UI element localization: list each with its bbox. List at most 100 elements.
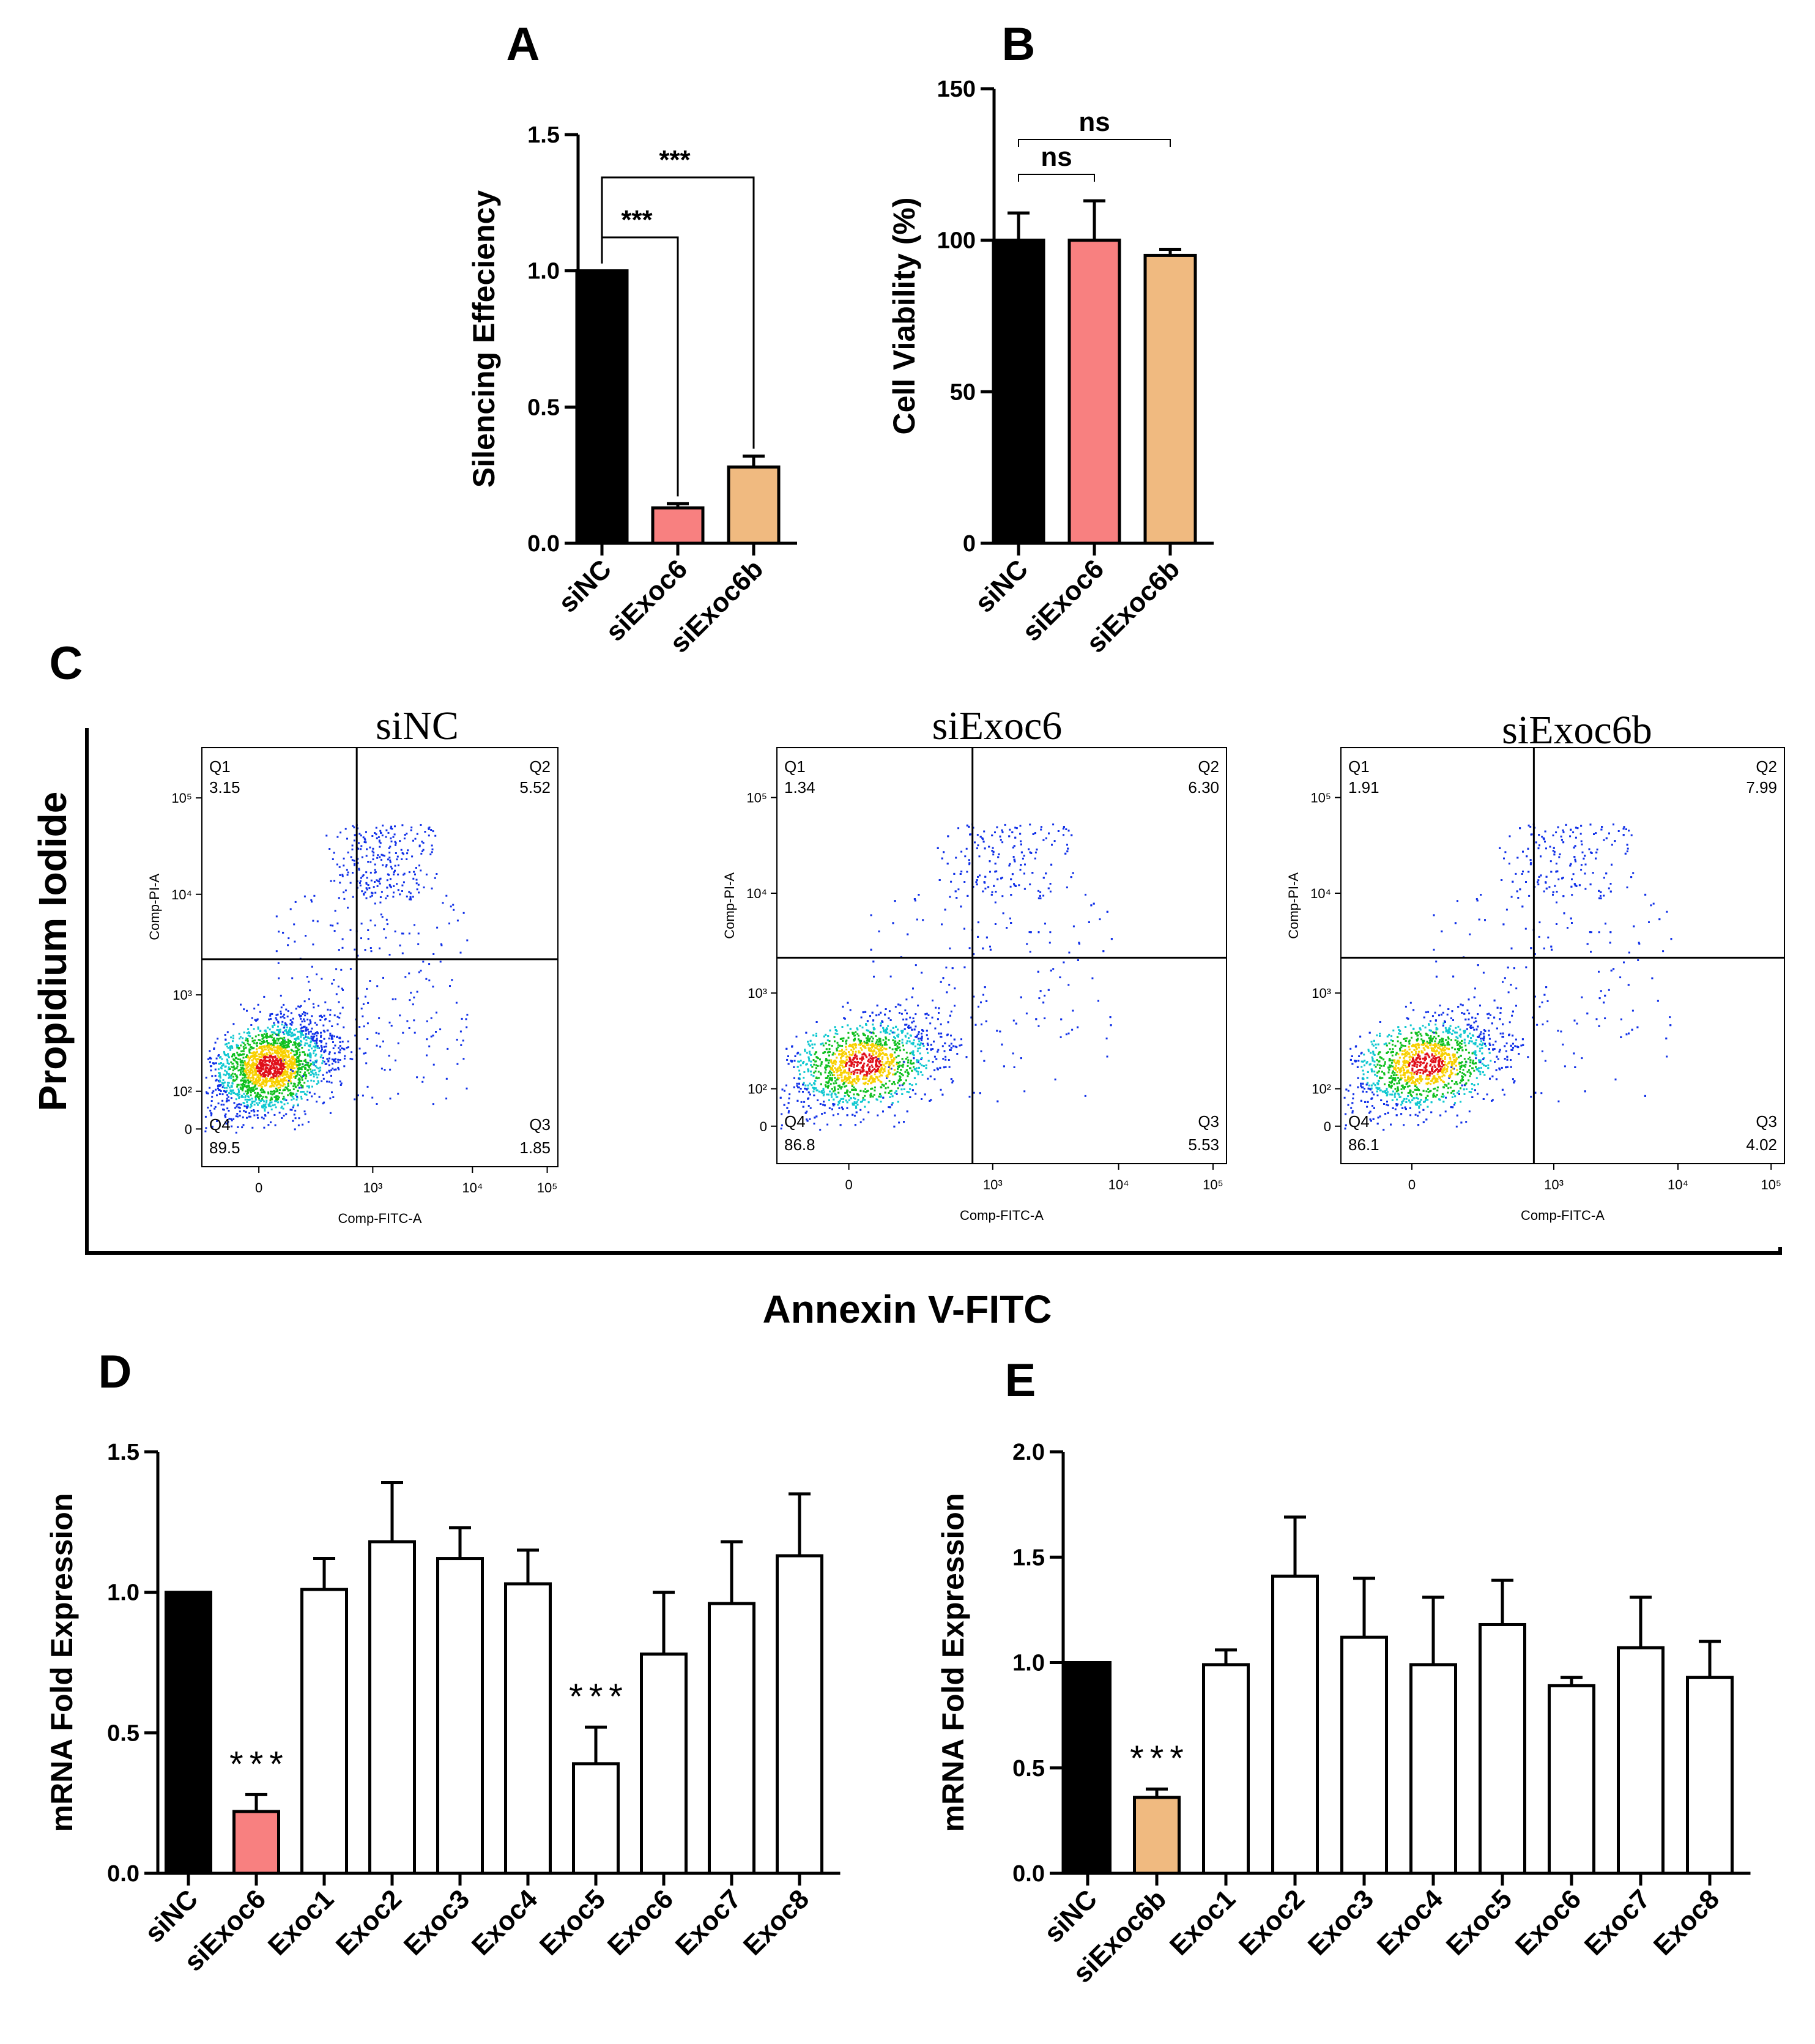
y-tick-label: 0.0 xyxy=(107,1861,139,1887)
flow-y-tick-label: 10⁴ xyxy=(1310,886,1331,901)
bar-Exoc6 xyxy=(1548,1684,1595,1875)
flow-plot-y-label: Comp-PI-A xyxy=(722,872,737,939)
flow-x-tick-label: 0 xyxy=(255,1180,262,1195)
bar-Exoc1 xyxy=(300,1588,348,1875)
y-tick-label: 0.0 xyxy=(527,531,560,557)
panel-label-C: C xyxy=(50,637,83,689)
flow-plot-x-label: Comp-FITC-A xyxy=(338,1211,422,1226)
significance-label: ns xyxy=(1078,107,1110,137)
flow-plot-title: siExoc6 xyxy=(932,704,1063,748)
bar-siExoc6b xyxy=(1133,1796,1181,1875)
significance-bracket xyxy=(1018,139,1171,147)
bar-Exoc5 xyxy=(1479,1622,1526,1875)
quadrant-q2-name: Q2 xyxy=(1198,757,1219,776)
quadrant-q1-name: Q1 xyxy=(1348,757,1370,776)
panel-label-D: D xyxy=(98,1346,132,1398)
panel-label-A: A xyxy=(507,18,540,70)
flow-y-tick-label: 10⁴ xyxy=(746,886,767,901)
flow-x-tick-label: 10⁴ xyxy=(1668,1177,1688,1192)
y-tick-label: 1.5 xyxy=(107,1440,139,1465)
quadrant-q2-name: Q2 xyxy=(1756,757,1777,776)
bar-Exoc6 xyxy=(640,1652,688,1875)
y-tick-label: 1.5 xyxy=(527,122,560,148)
flow-plot-title: siNC xyxy=(376,704,459,748)
flow-y-tick-label: 10² xyxy=(1312,1082,1331,1097)
flow-x-tick-label: 10⁴ xyxy=(1108,1177,1129,1192)
bar-siNC xyxy=(992,239,1045,545)
flow-y-tick-label: 0 xyxy=(185,1121,192,1137)
flow-x-tick-label: 10⁵ xyxy=(1761,1177,1781,1192)
significance-label: *** xyxy=(621,205,653,235)
y-tick-label: 1.0 xyxy=(1012,1651,1045,1676)
quadrant-q4-name: Q4 xyxy=(1348,1112,1370,1131)
significance-stars: *** xyxy=(229,1744,289,1784)
bar-Exoc2 xyxy=(368,1540,416,1875)
quadrant-q4-name: Q4 xyxy=(784,1112,806,1131)
y-axis-label: Cell Viability (%) xyxy=(887,197,921,434)
y-tick-label: 0.5 xyxy=(1012,1756,1045,1782)
y-axis-label: mRNA Fold Expression xyxy=(936,1493,970,1832)
flow-y-tick-label: 10³ xyxy=(1312,986,1331,1001)
significance-stars: *** xyxy=(1130,1739,1190,1778)
bar-Exoc7 xyxy=(708,1602,755,1875)
flow-y-tick-label: 10⁵ xyxy=(1310,790,1331,806)
flow-plot-siNC: siNC Q1 3.15 Q2 5.52 Q3 1.85 Q4 89.5 0 10² 10³ 10⁴ 10… xyxy=(147,704,559,1226)
flow-plot-frame xyxy=(776,747,1227,1164)
flow-y-tick-label: 10³ xyxy=(748,986,767,1001)
quadrant-q1-value: 1.91 xyxy=(1348,778,1379,797)
flow-scatter-points xyxy=(204,824,469,1134)
flow-y-axis-label: Propidium Iodide xyxy=(31,792,75,1112)
quadrant-q3-name: Q3 xyxy=(1198,1112,1219,1131)
quadrant-q1-value: 3.15 xyxy=(209,778,240,797)
quadrant-q2-value: 6.30 xyxy=(1188,778,1219,797)
bar-Exoc8 xyxy=(1686,1676,1734,1875)
bar-siNC xyxy=(575,269,629,545)
quadrant-q4-value: 86.8 xyxy=(784,1135,815,1154)
quadrant-q3-value: 5.53 xyxy=(1188,1135,1219,1154)
y-tick-label: 1.5 xyxy=(1012,1545,1045,1570)
flow-y-tick-label: 10⁵ xyxy=(171,790,192,806)
flow-plot-siExoc6: siExoc6 Q1 1.34 Q2 6.30 Q3 5.53 Q4 86.8 0 10² 10³ 10… xyxy=(722,704,1227,1223)
flow-x-axis-label: Annexin V-FITC xyxy=(763,1287,1052,1331)
flow-x-tick-label: 10³ xyxy=(1544,1177,1564,1192)
significance-bracket xyxy=(1018,174,1095,182)
bar-Exoc3 xyxy=(436,1557,484,1875)
quadrant-q4-name: Q4 xyxy=(209,1115,231,1134)
quadrant-q3-value: 1.85 xyxy=(519,1139,551,1157)
flow-x-tick-label: 0 xyxy=(1408,1177,1416,1192)
bar-siExoc6 xyxy=(651,506,705,545)
flow-x-tick-label: 10³ xyxy=(983,1177,1003,1192)
bar-siNC xyxy=(1064,1661,1112,1875)
flow-x-tick-label: 0 xyxy=(845,1177,852,1192)
y-axis-label: Silencing Effeciency xyxy=(467,190,501,488)
flow-plot-x-label: Comp-FITC-A xyxy=(960,1208,1044,1223)
quadrant-q2-name: Q2 xyxy=(529,757,551,776)
y-tick-label: 150 xyxy=(937,76,976,102)
bar-Exoc4 xyxy=(1409,1663,1457,1875)
flow-plot-frame xyxy=(1340,747,1785,1164)
panel-label-E: E xyxy=(1005,1355,1036,1407)
bar-siExoc6 xyxy=(232,1810,280,1875)
quadrant-q2-value: 5.52 xyxy=(519,778,551,797)
flow-plot-siExoc6b: siExoc6b Q1 1.91 Q2 7.99 Q3 4.02 Q4 86.1 0 10² 10³ 1… xyxy=(1286,708,1785,1223)
y-tick-label: 1.0 xyxy=(107,1580,139,1606)
flow-y-tick-label: 10⁵ xyxy=(746,790,767,806)
y-tick-label: 50 xyxy=(950,379,976,405)
quadrant-q4-value: 86.1 xyxy=(1348,1135,1379,1154)
quadrant-q1-value: 1.34 xyxy=(784,778,815,797)
bar-siExoc6b xyxy=(1143,253,1197,545)
flow-x-tick-label: 10⁵ xyxy=(1203,1177,1223,1192)
bar-Exoc3 xyxy=(1340,1635,1388,1875)
bar-siNC xyxy=(165,1591,212,1875)
quadrant-q2-value: 7.99 xyxy=(1746,778,1777,797)
bar-siExoc6b xyxy=(727,465,781,545)
quadrant-q3-name: Q3 xyxy=(529,1115,551,1134)
flow-y-tick-label: 0 xyxy=(760,1119,767,1134)
flow-plot-frame xyxy=(201,747,559,1167)
quadrant-q3-value: 4.02 xyxy=(1746,1135,1777,1154)
significance-bracket xyxy=(601,176,755,449)
quadrant-q4-value: 89.5 xyxy=(209,1139,240,1157)
flow-scatter-points xyxy=(1343,823,1672,1131)
